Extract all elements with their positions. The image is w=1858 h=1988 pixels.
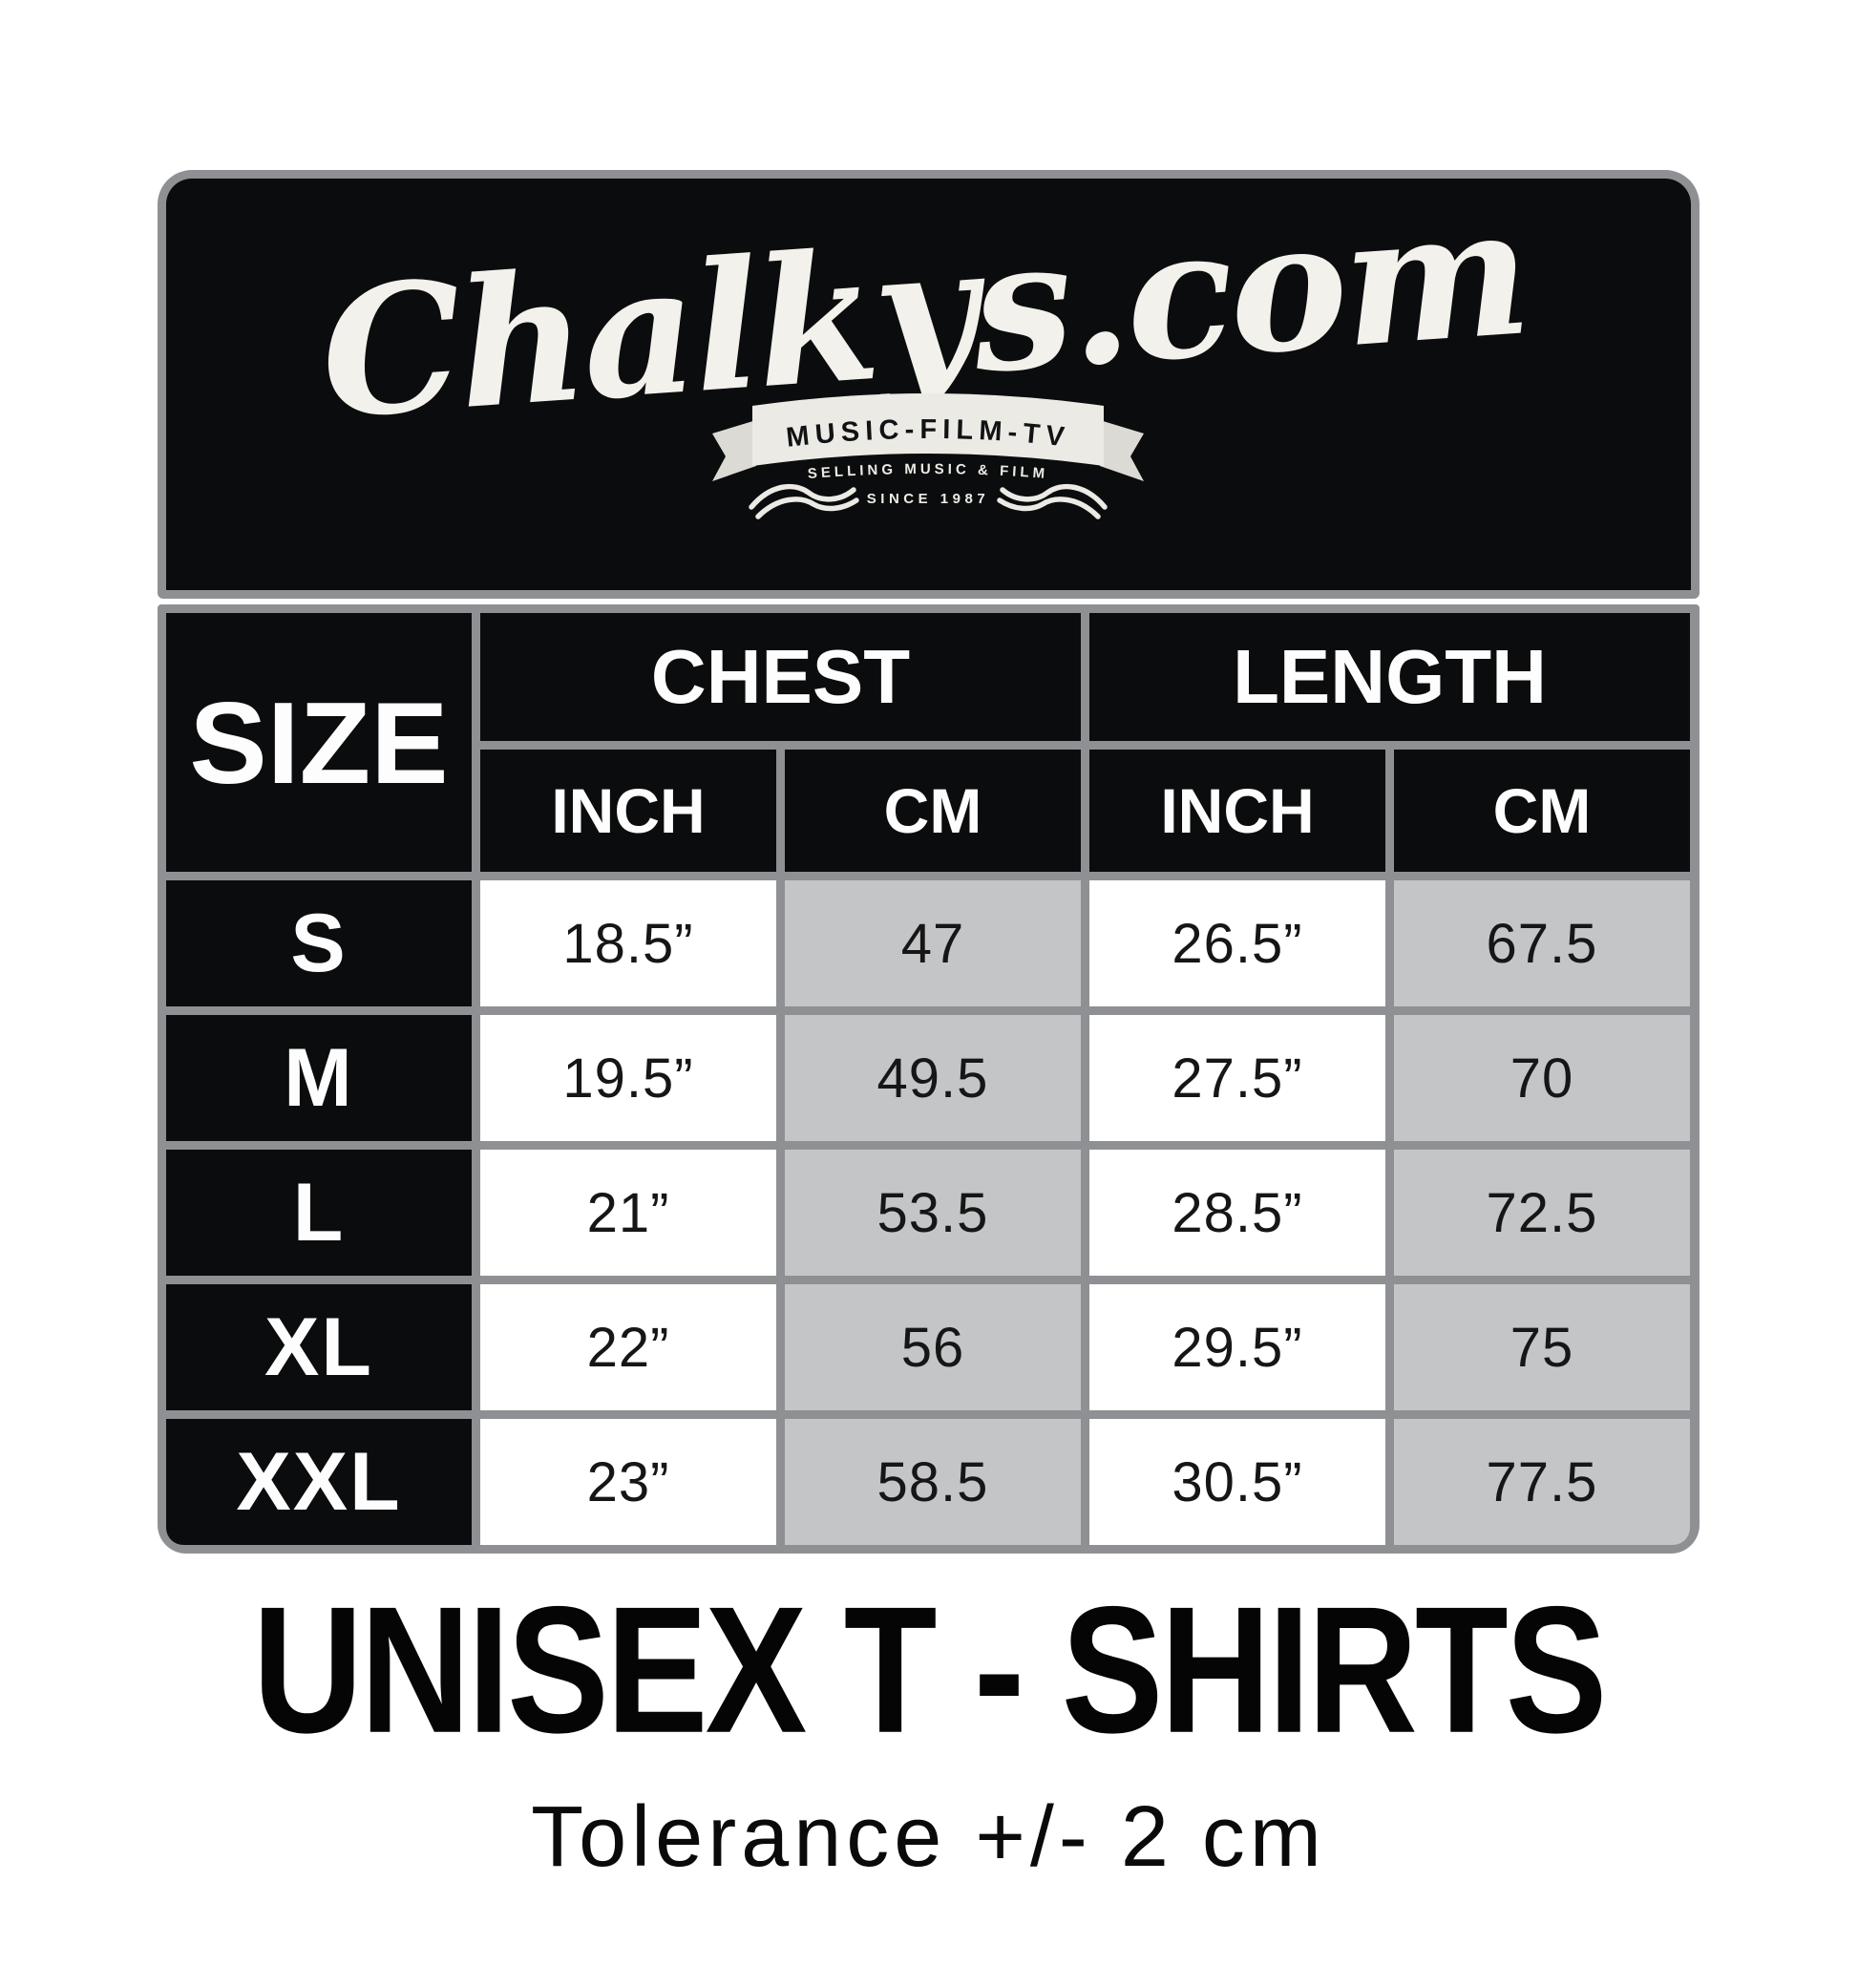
length-cm-value: 75 [1394,1284,1690,1410]
length-cm-value: 77.5 [1394,1419,1690,1545]
ribbon-flag-right [1100,420,1144,481]
flourish-right [1000,487,1105,517]
chest-group-header: CHEST [480,613,1081,741]
length-inch-header: INCH [1089,750,1385,872]
chest-inch-header: INCH [480,750,776,872]
chest-cm-value: 53.5 [785,1150,1081,1276]
length-inch-value: 30.5” [1089,1419,1385,1545]
ribbon-flag-left [712,420,756,481]
size-guide-page: Chalkys.com MUSIC-FILM-TV SELLING MUSIC … [158,0,1700,1887]
chest-inch-value: 19.5” [480,1015,776,1141]
since-label: SINCE 1987 [867,491,989,507]
chest-cm-value: 56 [785,1284,1081,1410]
length-cm-value: 67.5 [1394,880,1690,1006]
chest-inch-value: 23” [480,1419,776,1545]
size-label-m: M [166,1015,472,1141]
chest-inch-value: 21” [480,1150,776,1276]
length-inch-value: 27.5” [1089,1015,1385,1141]
brand-banner: Chalkys.com MUSIC-FILM-TV SELLING MUSIC … [158,170,1700,599]
chest-inch-value: 18.5” [480,880,776,1006]
chest-cm-value: 49.5 [785,1015,1081,1141]
brand-logo: Chalkys.com MUSIC-FILM-TV SELLING MUSIC … [314,179,1532,590]
length-inch-value: 29.5” [1089,1284,1385,1410]
flourish-left [751,487,856,517]
size-label-s: S [166,880,472,1006]
ribbon-band [752,393,1104,466]
size-table: SIZE CHEST LENGTH INCH CM INCH CM S 18.5… [158,604,1700,1554]
size-label-xxl: XXL [166,1419,472,1545]
chest-cm-value: 47 [785,880,1081,1006]
size-column-header: SIZE [166,613,472,872]
length-cm-header: CM [1394,750,1690,872]
length-group-header: LENGTH [1089,613,1690,741]
tolerance-note: Tolerance +/- 2 cm [531,1789,1326,1885]
chest-inch-value: 22” [480,1284,776,1410]
length-cm-value: 72.5 [1394,1150,1690,1276]
length-cm-value: 70 [1394,1015,1690,1141]
size-label-l: L [166,1150,472,1276]
tagline-label: SELLING MUSIC & FILM [807,461,1048,482]
chest-cm-header: CM [785,750,1081,872]
length-inch-value: 28.5” [1089,1150,1385,1276]
length-inch-value: 26.5” [1089,880,1385,1006]
size-label-xl: XL [166,1284,472,1410]
product-title: UNISEX T - SHIRTS [252,1568,1608,1770]
chest-cm-value: 58.5 [785,1419,1081,1545]
